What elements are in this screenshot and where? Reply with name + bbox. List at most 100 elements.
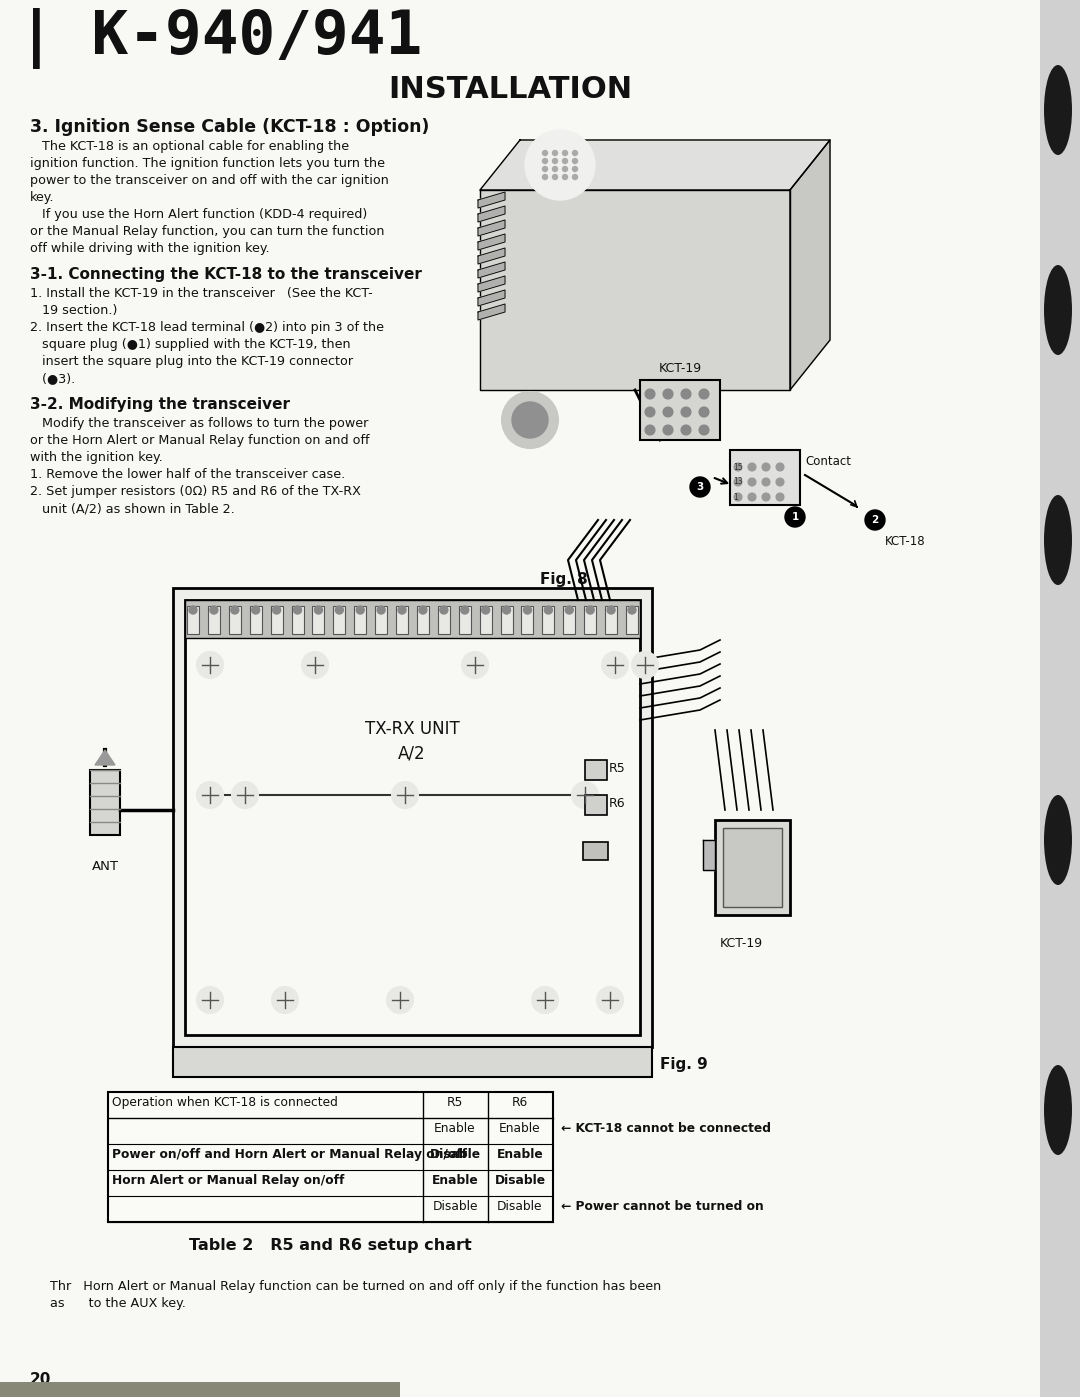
Text: or the Manual Relay function, you can turn the function: or the Manual Relay function, you can tu…: [30, 225, 384, 237]
Text: 2. Set jumper resistors (0Ω) R5 and R6 of the TX-RX: 2. Set jumper resistors (0Ω) R5 and R6 o…: [30, 485, 361, 497]
Circle shape: [252, 606, 259, 615]
Circle shape: [777, 478, 784, 486]
Circle shape: [542, 158, 548, 163]
Polygon shape: [703, 840, 715, 870]
Circle shape: [572, 158, 578, 163]
Circle shape: [663, 425, 673, 434]
Text: as      to the AUX key.: as to the AUX key.: [50, 1296, 186, 1310]
Text: R5: R5: [609, 761, 625, 775]
Circle shape: [777, 462, 784, 471]
Circle shape: [681, 407, 691, 416]
Bar: [185, 599, 640, 638]
Circle shape: [232, 782, 258, 807]
Circle shape: [681, 425, 691, 434]
Text: unit (A/2) as shown in Table 2.: unit (A/2) as shown in Table 2.: [30, 502, 234, 515]
Bar: [583, 842, 608, 861]
Text: square plug (●1) supplied with the KCT-19, then: square plug (●1) supplied with the KCT-1…: [30, 338, 351, 351]
Circle shape: [392, 782, 418, 807]
Circle shape: [553, 158, 557, 163]
Text: KCT-19: KCT-19: [659, 362, 702, 374]
Text: Operation when KCT-18 is connected: Operation when KCT-18 is connected: [112, 1097, 338, 1109]
Circle shape: [563, 158, 567, 163]
Circle shape: [748, 493, 756, 502]
Text: If you use the Horn Alert function (KDD-4 required): If you use the Horn Alert function (KDD-…: [30, 208, 367, 221]
Text: INSTALLATION: INSTALLATION: [388, 75, 632, 103]
Circle shape: [632, 652, 658, 678]
Bar: [459, 606, 471, 634]
Text: off while driving with the ignition key.: off while driving with the ignition key.: [30, 242, 270, 256]
Polygon shape: [478, 249, 505, 264]
Text: R6: R6: [609, 798, 625, 810]
Circle shape: [314, 606, 323, 615]
Text: A/2: A/2: [399, 745, 426, 763]
Text: Disable: Disable: [497, 1200, 543, 1213]
Bar: [90, 770, 120, 835]
Circle shape: [563, 166, 567, 172]
Bar: [640, 380, 720, 440]
Bar: [730, 450, 800, 504]
Circle shape: [440, 606, 448, 615]
Circle shape: [399, 606, 406, 615]
Bar: [715, 820, 789, 915]
Circle shape: [294, 606, 301, 615]
Text: 15: 15: [733, 462, 743, 472]
Circle shape: [525, 130, 595, 200]
Text: 20: 20: [30, 1372, 52, 1387]
Circle shape: [377, 606, 386, 615]
Polygon shape: [480, 140, 831, 190]
Text: The KCT-18 is an optional cable for enabling the: The KCT-18 is an optional cable for enab…: [30, 140, 349, 154]
Bar: [249, 606, 261, 634]
Text: ← KCT-18 cannot be connected: ← KCT-18 cannot be connected: [561, 1122, 771, 1134]
Polygon shape: [478, 263, 505, 278]
Bar: [522, 606, 534, 634]
Circle shape: [602, 652, 627, 678]
Circle shape: [865, 510, 885, 529]
Polygon shape: [478, 219, 505, 236]
Circle shape: [645, 425, 654, 434]
Text: power to the transceiver on and off with the car ignition: power to the transceiver on and off with…: [30, 175, 389, 187]
Circle shape: [189, 606, 197, 615]
Polygon shape: [478, 191, 505, 208]
Text: Thr   Horn Alert or Manual Relay function can be turned on and off only if the f: Thr Horn Alert or Manual Relay function …: [50, 1280, 661, 1294]
Bar: [437, 606, 450, 634]
Text: Horn Alert or Manual Relay on/off: Horn Alert or Manual Relay on/off: [112, 1173, 345, 1187]
Bar: [173, 1046, 652, 1077]
Circle shape: [762, 462, 770, 471]
Text: Power on/off and Horn Alert or Manual Relay on/off: Power on/off and Horn Alert or Manual Re…: [112, 1148, 467, 1161]
Circle shape: [785, 507, 805, 527]
Text: Disable: Disable: [430, 1148, 481, 1161]
Circle shape: [681, 388, 691, 400]
Bar: [312, 606, 324, 634]
Text: 13: 13: [733, 478, 743, 486]
Circle shape: [532, 988, 558, 1013]
Circle shape: [524, 606, 531, 615]
Circle shape: [462, 652, 488, 678]
Ellipse shape: [1044, 495, 1072, 585]
Bar: [334, 606, 346, 634]
Circle shape: [210, 606, 218, 615]
Bar: [229, 606, 241, 634]
Bar: [0, 1382, 400, 1397]
Text: or the Horn Alert or Manual Relay function on and off: or the Horn Alert or Manual Relay functi…: [30, 434, 369, 447]
Circle shape: [502, 606, 511, 615]
Text: Enable: Enable: [434, 1122, 476, 1134]
Text: 3. Ignition Sense Cable (KCT-18 : Option): 3. Ignition Sense Cable (KCT-18 : Option…: [30, 117, 430, 136]
Circle shape: [699, 407, 708, 416]
Circle shape: [542, 175, 548, 179]
Bar: [605, 606, 617, 634]
Text: Enable: Enable: [432, 1173, 478, 1187]
Circle shape: [663, 407, 673, 416]
Text: 19 section.): 19 section.): [30, 305, 118, 317]
Circle shape: [553, 166, 557, 172]
Circle shape: [197, 782, 222, 807]
Text: (●3).: (●3).: [30, 372, 76, 386]
Bar: [185, 599, 640, 1035]
Bar: [187, 606, 199, 634]
Circle shape: [572, 782, 598, 807]
Circle shape: [512, 402, 548, 439]
Text: 1: 1: [792, 511, 798, 522]
Polygon shape: [480, 190, 789, 390]
Text: Disable: Disable: [495, 1173, 545, 1187]
Bar: [208, 606, 220, 634]
Text: insert the square plug into the KCT-19 connector: insert the square plug into the KCT-19 c…: [30, 355, 353, 367]
